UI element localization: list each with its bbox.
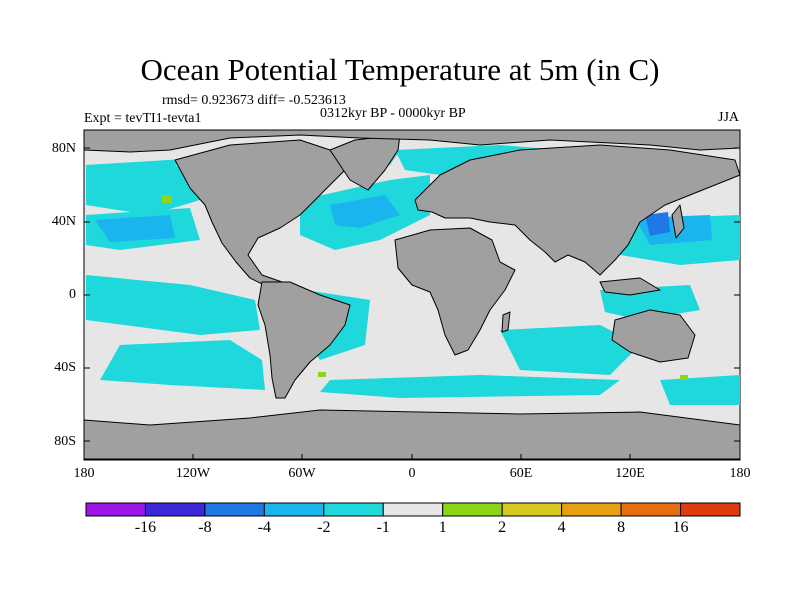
colorbar-label-6: 2 [498, 519, 507, 536]
y-tick-80s: 80S [54, 434, 76, 449]
y-tick-80n: 80N [51, 141, 76, 156]
colorbar-swatch-4 [323, 502, 384, 517]
plot-title: Ocean Potential Temperature at 5m (in C) [140, 52, 660, 87]
colorbar-label-0: -16 [134, 519, 157, 536]
anomaly-indian [500, 325, 640, 375]
anomaly-strong-labrador [330, 195, 400, 228]
colorbar-label-2: -4 [257, 519, 272, 536]
colorbar-label-7: 4 [557, 519, 566, 536]
x-tick-0: 0 [408, 466, 416, 481]
anomaly-strong-n-pacific [95, 215, 175, 242]
land-madagascar [501, 311, 511, 333]
x-tick-180-east: 180 [729, 466, 751, 481]
land-indonesia [599, 277, 661, 296]
season-label: JJA [718, 110, 740, 125]
land-arctic-blocks [83, 129, 741, 153]
x-tick-120w: 120W [175, 466, 211, 481]
stats-label: rmsd= 0.923673 diff= -0.523613 [162, 93, 346, 108]
x-tick-180-west: 180 [73, 466, 95, 481]
anomaly-warm-4 [318, 372, 326, 377]
anomaly-warm-1 [162, 195, 172, 203]
y-tick-0: 0 [69, 287, 76, 302]
colorbar-swatch-2 [204, 502, 265, 517]
anomaly-very-strong-japan [645, 212, 670, 236]
anomaly-s-pacific [100, 340, 265, 390]
land-south-america [257, 281, 351, 399]
y-tick-40s: 40S [54, 360, 76, 375]
very-strong-cold-anomalies [645, 212, 670, 236]
colorbar-label-1: -8 [198, 519, 212, 536]
land-africa [394, 227, 516, 356]
x-tick-60e: 60E [509, 466, 533, 481]
colorbar-swatch-7 [501, 502, 563, 517]
colorbar-swatch-10 [680, 502, 741, 517]
y-tick-40n: 40N [51, 214, 76, 229]
colorbar-label-3: -2 [317, 519, 331, 536]
axis-ticks [84, 147, 740, 460]
x-tick-60w: 60W [288, 466, 316, 481]
colorbar-swatch-5 [382, 502, 444, 517]
anomaly-e-pacific [86, 275, 260, 335]
land-japan [671, 204, 685, 239]
land-australia [611, 309, 696, 363]
anomaly-s-ocean [320, 375, 620, 398]
colorbar-swatch-1 [144, 502, 206, 517]
anomaly-n-pacific [86, 163, 210, 215]
anomaly-warm-5 [680, 375, 688, 380]
land-masses [83, 129, 741, 460]
colorbar-swatch-3 [263, 502, 325, 517]
colorbar-label-4: -1 [376, 519, 390, 536]
anomaly-se-pacific-south [660, 375, 740, 405]
colorbar-swatch-0 [85, 502, 146, 517]
colorbar-label-9: 16 [672, 519, 689, 536]
period-label: 0312kyr BP - 0000kyr BP [320, 106, 466, 121]
colorbar-swatch-9 [620, 502, 682, 517]
colorbar-swatch-6 [442, 502, 503, 517]
colorbar-swatch-8 [561, 502, 622, 517]
colorbar [85, 502, 741, 517]
x-tick-120e: 120E [615, 466, 645, 481]
strong-cold-anomalies [95, 195, 712, 245]
experiment-label: Expt = tevTI1-tevta1 [84, 111, 202, 126]
colorbar-label-8: 8 [617, 519, 626, 536]
colorbar-label-5: 1 [438, 519, 447, 536]
land-eurasia [414, 144, 741, 276]
